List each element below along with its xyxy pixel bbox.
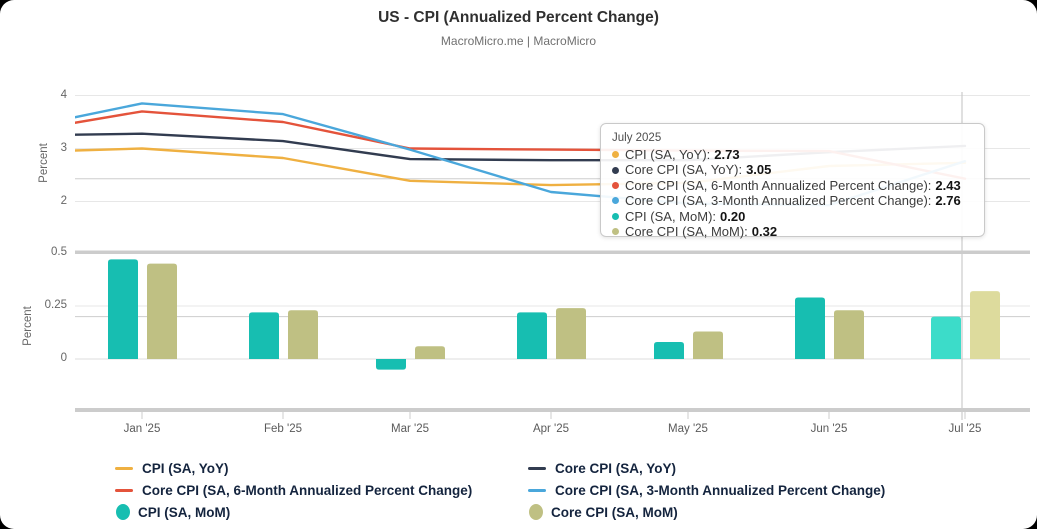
legend-label: Core CPI (SA, 3-Month Annualized Percent… xyxy=(555,482,886,498)
legend-line-swatch-icon xyxy=(115,466,133,470)
bar-cpi-mom[interactable] xyxy=(376,359,406,370)
tooltip-row: Core CPI (SA, 6-Month Annualized Percent… xyxy=(612,178,973,193)
legend-label: CPI (SA, MoM) xyxy=(138,504,231,520)
yaxis-title-top: Percent xyxy=(38,143,50,183)
legend-item-cpi-yoy[interactable]: CPI (SA, YoY) xyxy=(115,457,472,479)
tooltip-label: CPI (SA, YoY): xyxy=(625,147,711,162)
bar-core-cpi-mom[interactable] xyxy=(556,308,586,359)
tooltip-date: July 2025 xyxy=(612,132,662,144)
legend-line-swatch-icon xyxy=(115,488,133,492)
tooltip-label: Core CPI (SA, 3-Month Annualized Percent… xyxy=(625,193,932,209)
legend-item-core-cpi-3m[interactable]: Core CPI (SA, 3-Month Annualized Percent… xyxy=(528,479,885,501)
xlabel-may: May '25 xyxy=(668,423,708,435)
xlabel-feb: Feb '25 xyxy=(264,423,302,435)
series-bullet-icon xyxy=(612,212,619,220)
xlabel-apr: Apr '25 xyxy=(532,423,570,435)
legend-line-swatch-icon xyxy=(528,466,546,470)
yaxis-title-bottom: Percent xyxy=(22,306,34,346)
legend-line-swatch-icon xyxy=(528,488,546,492)
series-bullet-icon xyxy=(612,166,619,174)
legend-column-left: CPI (SA, YoY) Core CPI (SA, 6-Month Annu… xyxy=(115,457,472,523)
ytick-top-3: 3 xyxy=(60,142,67,154)
ytick-bot-05: 0.5 xyxy=(51,246,67,258)
tooltip-value: 0.32 xyxy=(751,224,778,240)
legend-label: Core CPI (SA, 6-Month Annualized Percent… xyxy=(142,482,473,498)
series-bullet-icon xyxy=(612,197,619,205)
ytick-top-4: 4 xyxy=(60,89,67,101)
tooltip-value: 3.05 xyxy=(746,162,772,178)
series-bullet-icon xyxy=(612,151,619,159)
tooltip-row: CPI (SA, YoY): 2.73 xyxy=(612,147,973,162)
x-axis-line xyxy=(75,408,1030,412)
bar-core-cpi-mom[interactable] xyxy=(415,346,445,359)
tooltip-value: 2.73 xyxy=(714,147,740,162)
x-axis-ticks xyxy=(141,412,966,419)
bar-core-cpi-mom[interactable] xyxy=(288,310,318,359)
pane-separator xyxy=(75,250,1030,254)
tooltip-value: 2.76 xyxy=(935,193,961,209)
bar-core-cpi-mom[interactable] xyxy=(693,331,723,359)
legend-circle-swatch-icon xyxy=(529,504,543,520)
legend-circle-swatch-icon xyxy=(116,504,130,520)
mom-bars[interactable] xyxy=(108,259,1000,370)
tooltip-value: 2.43 xyxy=(935,177,961,193)
tooltip-label: CPI (SA, MoM): xyxy=(625,208,717,224)
legend-item-core-cpi-mom[interactable]: Core CPI (SA, MoM) xyxy=(528,501,885,523)
legend-item-core-cpi-yoy[interactable]: Core CPI (SA, YoY) xyxy=(528,457,885,479)
xlabel-jun: Jun '25 xyxy=(810,423,848,435)
tooltip-row: Core CPI (SA, 3-Month Annualized Percent… xyxy=(612,193,973,208)
tooltip-row: Core CPI (SA, MoM): 0.32 xyxy=(612,224,973,239)
series-bullet-icon xyxy=(612,182,619,190)
legend-label: CPI (SA, YoY) xyxy=(142,460,229,476)
tooltip-value: 0.20 xyxy=(720,208,746,224)
series-bullet-icon xyxy=(612,228,619,236)
tooltip-label: Core CPI (SA, MoM): xyxy=(625,224,748,240)
tooltip-row: CPI (SA, MoM): 0.20 xyxy=(612,209,973,224)
bar-cpi-mom[interactable] xyxy=(517,312,547,359)
bar-core-cpi-mom[interactable] xyxy=(147,263,177,359)
bar-cpi-mom[interactable] xyxy=(108,259,138,359)
xlabel-mar: Mar '25 xyxy=(391,423,429,435)
ytick-top-2: 2 xyxy=(60,195,67,207)
legend-label: Core CPI (SA, YoY) xyxy=(555,460,677,476)
tooltip-row: Core CPI (SA, YoY): 3.05 xyxy=(612,162,973,177)
tooltip-label: Core CPI (SA, YoY): xyxy=(625,162,743,178)
tooltip-label: Core CPI (SA, 6-Month Annualized Percent… xyxy=(625,177,932,193)
legend-column-right: Core CPI (SA, YoY) Core CPI (SA, 3-Month… xyxy=(528,457,885,523)
legend-label: Core CPI (SA, MoM) xyxy=(551,504,678,520)
bar-cpi-mom[interactable] xyxy=(249,312,279,359)
ytick-bot-025: 0.25 xyxy=(44,299,67,311)
bar-cpi-mom[interactable] xyxy=(931,316,961,359)
legend-item-core-cpi-6m[interactable]: Core CPI (SA, 6-Month Annualized Percent… xyxy=(115,479,472,501)
legend-item-cpi-mom[interactable]: CPI (SA, MoM) xyxy=(115,501,472,523)
xlabel-jan: Jan '25 xyxy=(123,423,161,435)
hover-tooltip: July 2025 CPI (SA, YoY): 2.73 Core CPI (… xyxy=(600,123,985,239)
ytick-bot-0: 0 xyxy=(60,352,67,364)
bar-core-cpi-mom[interactable] xyxy=(970,291,1000,359)
xlabel-jul: Jul '25 xyxy=(948,423,982,435)
bar-cpi-mom[interactable] xyxy=(795,297,825,359)
chart-subtitle: MacroMicro.me | MacroMicro xyxy=(440,34,597,48)
bar-core-cpi-mom[interactable] xyxy=(834,310,864,359)
bar-cpi-mom[interactable] xyxy=(654,342,684,359)
chart-title: US - CPI (Annualized Percent Change) xyxy=(378,9,659,26)
